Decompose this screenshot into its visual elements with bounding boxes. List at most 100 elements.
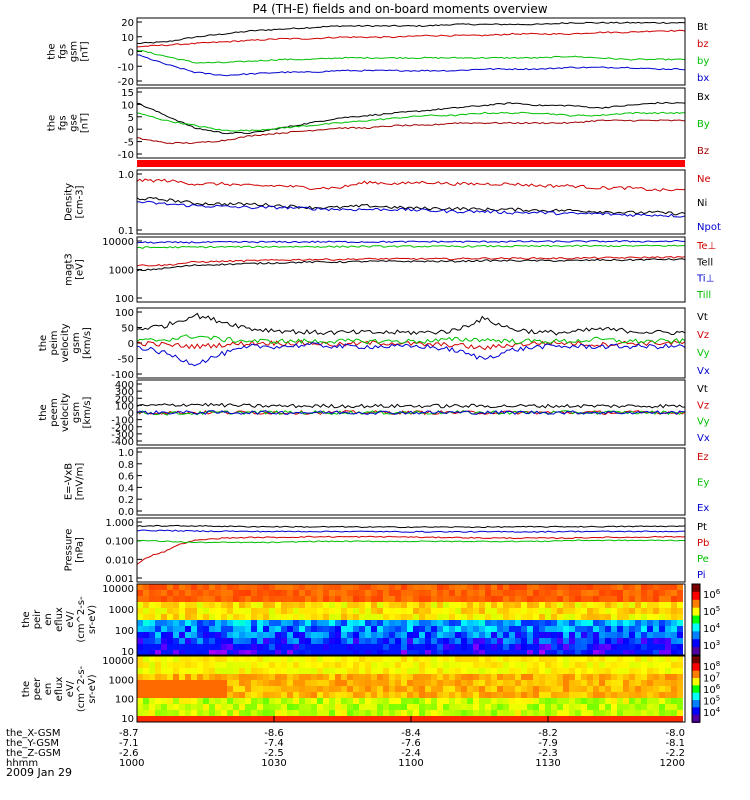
spectrogram-cell xyxy=(335,638,341,644)
spectrogram-cell xyxy=(353,602,359,608)
spectrogram-cell xyxy=(449,602,455,608)
spectrogram-cell xyxy=(455,584,461,590)
spectrogram-cell xyxy=(551,638,557,644)
spectrogram-cell xyxy=(677,614,683,620)
spectrogram-cell xyxy=(215,590,221,596)
colorbar-tick-label: 104 xyxy=(703,622,721,635)
legend-entry: Ti⊥ xyxy=(696,274,714,285)
spectrogram-cell xyxy=(329,650,335,656)
legend-entry: Vt xyxy=(697,312,708,323)
spectrogram-cell xyxy=(521,650,527,656)
y-axis-label-line: gse xyxy=(69,114,80,132)
spectrogram-cell xyxy=(251,668,257,674)
y-tick-label: 0.0 xyxy=(118,507,134,518)
spectrogram-cell xyxy=(437,590,443,596)
spectrogram-cell xyxy=(569,596,575,602)
spectrogram-cell xyxy=(437,668,443,674)
spectrogram-cell xyxy=(587,680,593,686)
spectrogram-cell xyxy=(395,608,401,614)
spectrogram-cell xyxy=(575,716,581,722)
spectrogram-cell xyxy=(623,686,629,692)
spectrogram-cell xyxy=(509,620,515,626)
spectrogram-cell xyxy=(329,596,335,602)
series-line-Pe xyxy=(137,539,685,544)
spectrogram-cell xyxy=(341,608,347,614)
spectrogram-cell xyxy=(281,704,287,710)
spectrogram-cell xyxy=(149,620,155,626)
spectrogram-cell xyxy=(413,698,419,704)
spectrogram-cell xyxy=(395,716,401,722)
spectrogram-cell xyxy=(149,710,155,716)
spectrogram-cell xyxy=(257,668,263,674)
legend-entry: Ne xyxy=(697,174,711,185)
spectrogram-cell xyxy=(239,590,245,596)
spectrogram-cell xyxy=(407,704,413,710)
spectrogram-cell xyxy=(587,644,593,650)
spectrogram-cell xyxy=(629,674,635,680)
spectrogram-cell xyxy=(149,680,155,686)
spectrogram-cell xyxy=(251,716,257,722)
spectrogram-cell xyxy=(185,692,191,698)
spectrogram-cell xyxy=(431,674,437,680)
spectrogram-cell xyxy=(671,704,677,710)
spectrogram-cell xyxy=(437,716,443,722)
spectrogram-cell xyxy=(257,662,263,668)
spectrogram-cell xyxy=(425,584,431,590)
spectrogram-cell xyxy=(269,584,275,590)
spectrogram-cell xyxy=(503,668,509,674)
spectrogram-cell xyxy=(209,602,215,608)
spectrogram-cell xyxy=(575,596,581,602)
spectrogram-cell xyxy=(509,596,515,602)
spectrogram-cell xyxy=(677,584,683,590)
spectrogram-cell xyxy=(209,596,215,602)
spectrogram-cell xyxy=(653,692,659,698)
spectrogram-cell xyxy=(473,626,479,632)
series-group xyxy=(137,21,685,77)
spectrogram-cell xyxy=(407,710,413,716)
spectrogram-cell xyxy=(635,644,641,650)
spectrogram-cell xyxy=(569,674,575,680)
spectrogram-cell xyxy=(257,686,263,692)
spectrogram-cell xyxy=(359,692,365,698)
spectrogram-cell xyxy=(461,698,467,704)
spectrogram-cell xyxy=(353,614,359,620)
y-axis-label-line: the xyxy=(21,681,32,697)
spectrogram-cell xyxy=(185,710,191,716)
spectrogram-cell xyxy=(263,626,269,632)
spectrogram-cell xyxy=(563,656,569,662)
legend-entry: Ez xyxy=(697,452,709,463)
y-axis-label-line: peim xyxy=(49,330,60,355)
spectrogram-cell xyxy=(635,584,641,590)
spectrogram-cell xyxy=(641,596,647,602)
spectrogram-cell xyxy=(545,614,551,620)
spectrogram-cell xyxy=(557,716,563,722)
spectrogram-cell xyxy=(515,620,521,626)
spectrogram-cell xyxy=(599,686,605,692)
spectrogram-cell xyxy=(359,662,365,668)
spectrogram-cell xyxy=(671,584,677,590)
spectrogram-cell xyxy=(209,620,215,626)
spectrogram-cell xyxy=(581,644,587,650)
spectrogram-cell xyxy=(551,620,557,626)
spectrogram-cell xyxy=(323,584,329,590)
spectrogram-cell xyxy=(629,650,635,656)
colorbar-frame xyxy=(691,655,701,723)
spectrogram-cell xyxy=(197,674,203,680)
spectrogram-cell xyxy=(509,692,515,698)
spectrogram-cell xyxy=(245,632,251,638)
spectrogram-cell xyxy=(245,686,251,692)
spectrogram-cell xyxy=(425,704,431,710)
spectrogram-cell xyxy=(401,662,407,668)
spectrogram-cell xyxy=(149,590,155,596)
spectrogram-cell xyxy=(377,692,383,698)
spectrogram-cell xyxy=(431,656,437,662)
spectrogram-cell xyxy=(485,596,491,602)
spectrogram-cell xyxy=(269,590,275,596)
spectrogram-cell xyxy=(509,608,515,614)
spectrogram-cell xyxy=(437,632,443,638)
spectrogram-cell xyxy=(569,602,575,608)
spectrogram-cell xyxy=(227,632,233,638)
spectrogram-cell xyxy=(647,674,653,680)
spectrogram-cell xyxy=(323,656,329,662)
spectrogram-cell xyxy=(551,668,557,674)
